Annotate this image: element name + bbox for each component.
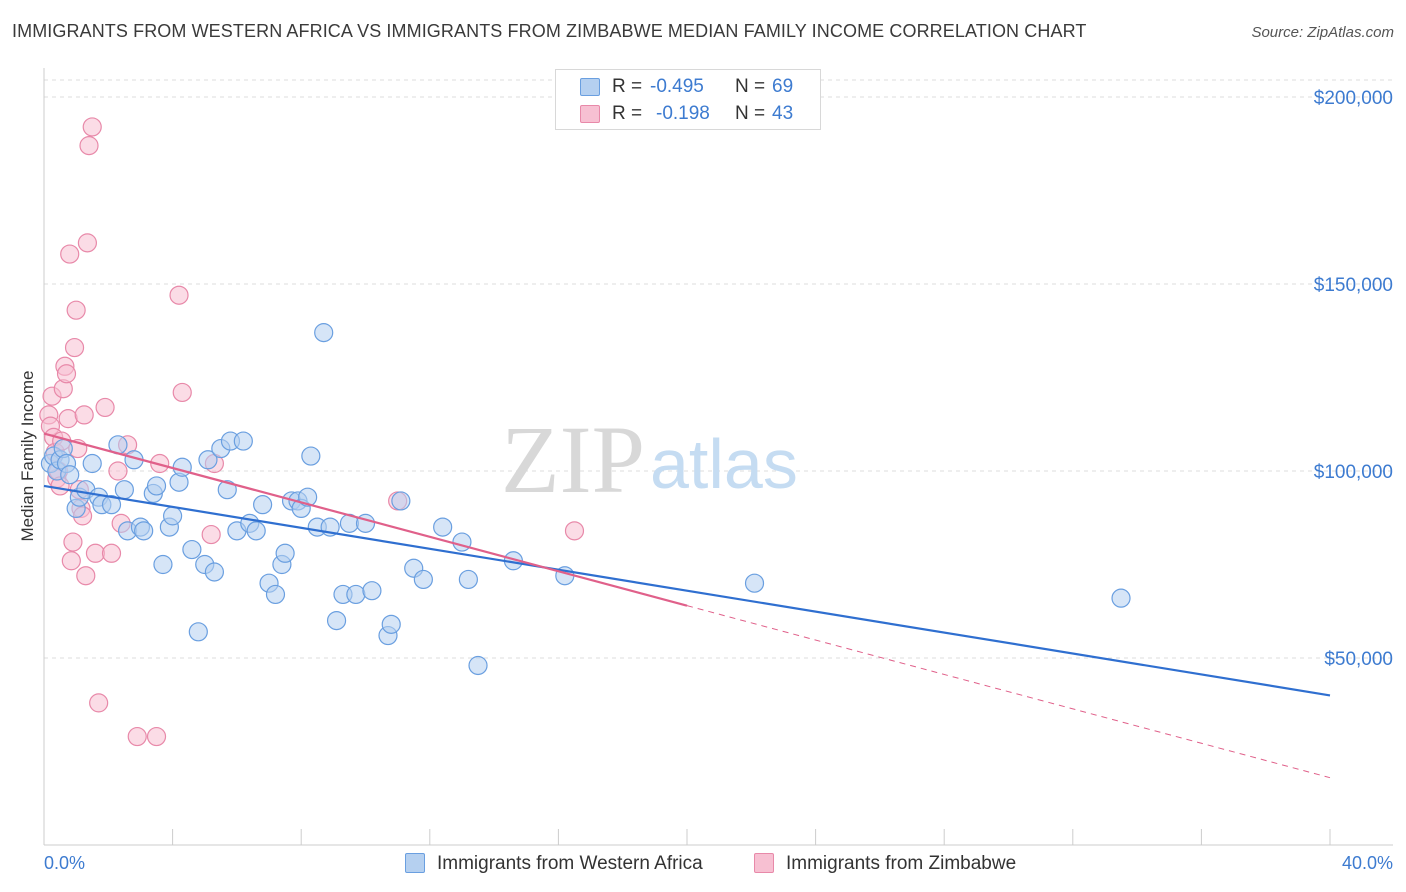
x-tick-labels: 0.0% 40.0%	[44, 853, 1393, 873]
western-africa-point	[346, 584, 366, 605]
zimbabwe-point	[63, 532, 83, 552]
y-tick-label: $200,000	[1314, 88, 1393, 109]
western-africa-point	[275, 543, 295, 563]
western-africa-point	[217, 480, 237, 500]
western-africa-point	[433, 517, 453, 537]
blue-swatch	[580, 78, 600, 96]
n-value-western-africa: 69	[772, 76, 794, 97]
r-value-zimbabwe: -0.198	[656, 103, 710, 124]
western-africa-point	[265, 584, 286, 605]
western-africa-point	[391, 491, 411, 511]
western-africa-point	[301, 446, 321, 466]
western-africa-point	[114, 480, 134, 500]
stats-legend: R = -0.495 N = 69 R = -0.198 N = 43	[555, 69, 821, 130]
zimbabwe-point	[564, 521, 585, 541]
zimbabwe-point	[172, 382, 192, 403]
zimbabwe-point	[82, 117, 102, 137]
zimbabwe-point	[74, 405, 94, 425]
western-africa-point	[188, 622, 208, 642]
y-tick-label: $100,000	[1314, 462, 1393, 483]
zimbabwe-point	[146, 726, 167, 747]
western-africa-point	[381, 614, 401, 634]
western-africa-point	[101, 495, 122, 515]
watermark-atlas: atlas	[650, 425, 798, 503]
western-africa-point	[246, 521, 266, 541]
western-africa-point	[413, 569, 433, 590]
zimbabwe-trendline	[43, 432, 688, 607]
zimbabwe-point	[101, 543, 122, 563]
r-value-western-africa: -0.495	[650, 76, 704, 97]
legend-label-western-africa: Immigrants from Western Africa	[437, 853, 703, 874]
gridlines	[44, 79, 1393, 659]
x-tick-label-min: 0.0%	[44, 853, 85, 873]
zimbabwe-point	[61, 551, 81, 571]
zimbabwe-point	[77, 233, 98, 253]
n-label: N =	[735, 103, 766, 124]
western-africa-point	[146, 476, 167, 496]
western-africa-point	[153, 554, 173, 575]
pink-swatch	[580, 105, 600, 123]
chart-title: IMMIGRANTS FROM WESTERN AFRICA VS IMMIGR…	[12, 21, 1087, 41]
western-africa-point	[314, 323, 334, 343]
zimbabwe-point	[127, 726, 147, 747]
zimbabwe-point	[89, 693, 109, 713]
x-tick-label-max: 40.0%	[1342, 853, 1393, 873]
zimbabwe-point	[76, 566, 96, 586]
n-label: N =	[735, 76, 766, 97]
zimbabwe-point	[95, 397, 115, 418]
blue-legend-swatch	[405, 853, 425, 873]
western-africa-trendline	[43, 484, 1331, 697]
zimbabwe-point	[79, 136, 99, 156]
western-africa-point	[163, 506, 183, 526]
western-africa-point	[298, 487, 318, 507]
western-africa-point	[182, 539, 202, 560]
zimbabwe-point	[60, 244, 80, 264]
zimbabwe-point	[201, 524, 221, 545]
western-africa-point	[172, 457, 192, 477]
western-africa-point	[452, 532, 472, 552]
zimbabwe-point	[169, 285, 189, 305]
y-tick-label: $150,000	[1314, 275, 1393, 296]
source-label: Source: ZipAtlas.com	[1251, 24, 1394, 41]
western-africa-point	[82, 453, 102, 474]
y-tick-label: $50,000	[1324, 649, 1393, 670]
western-africa-point	[458, 569, 478, 590]
r-label: R =	[612, 103, 643, 124]
western-africa-point	[60, 465, 80, 485]
zimbabwe-point	[56, 364, 77, 384]
zimbabwe-point	[58, 409, 78, 429]
y-axis-title: Median Family Income	[18, 370, 37, 541]
zimbabwe-point	[108, 461, 128, 481]
zimbabwe-point	[66, 300, 86, 320]
western-africa-point	[198, 450, 218, 470]
western-africa-point	[204, 562, 224, 582]
watermark: ZIP atlas	[501, 406, 798, 513]
n-value-zimbabwe: 43	[772, 103, 794, 124]
western-africa-point	[326, 610, 347, 631]
western-africa-point	[744, 573, 765, 593]
zimbabwe-point	[64, 337, 85, 358]
western-africa-point	[253, 495, 273, 515]
western-africa-point	[1111, 588, 1131, 608]
legend-label-zimbabwe: Immigrants from Zimbabwe	[786, 853, 1017, 874]
zimbabwe-point	[85, 543, 106, 563]
pink-legend-swatch	[754, 853, 774, 873]
r-label: R =	[612, 76, 643, 97]
western-africa-point	[362, 581, 382, 601]
western-africa-point	[468, 655, 488, 676]
watermark-zip: ZIP	[501, 406, 645, 513]
y-tick-labels: $50,000 $100,000 $150,000 $200,000	[1314, 88, 1393, 670]
western-africa-point	[233, 431, 253, 451]
western-africa-point	[134, 521, 154, 541]
trendlines	[43, 432, 1331, 779]
zimbabwe-trendline-extension	[686, 605, 1331, 779]
